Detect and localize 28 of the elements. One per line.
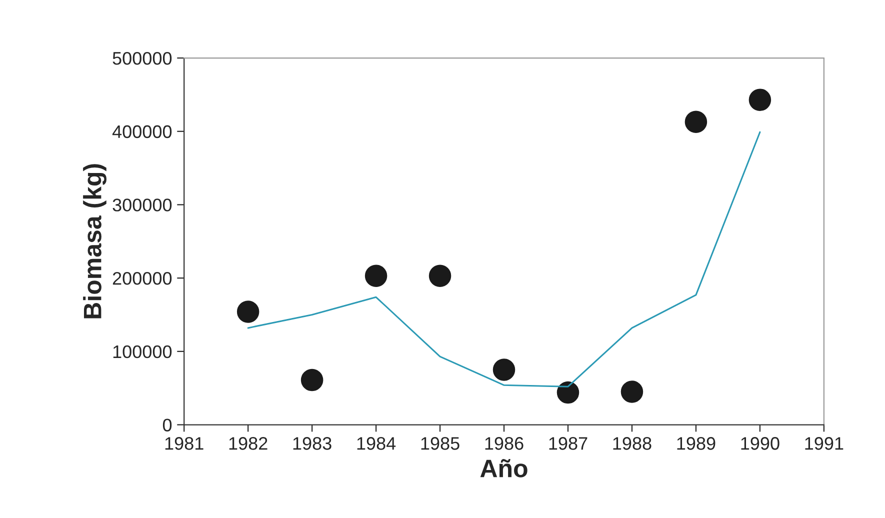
y-tick-label: 0	[162, 418, 172, 432]
y-tick-label: 300000	[112, 198, 172, 212]
point	[428, 264, 452, 287]
x-tick-label: 1984	[357, 437, 396, 450]
x-tick-label: 1989	[677, 437, 716, 450]
point	[236, 300, 260, 323]
y-axis-title: Biomasa (kg)	[83, 164, 106, 318]
point	[620, 380, 644, 403]
point	[300, 368, 324, 392]
point	[492, 358, 516, 381]
x-axis-title: Año	[480, 459, 528, 478]
x-tick-label: 1987	[549, 437, 588, 450]
point	[684, 110, 708, 133]
x-tick-label: 1981	[165, 437, 204, 450]
y-tick-label: 100000	[113, 345, 172, 358]
y-tick-label: 200000	[112, 272, 172, 285]
x-tick-label: 1982	[229, 437, 268, 450]
x-tick-label: 1988	[613, 437, 652, 450]
y-tick-label: 500000	[112, 52, 172, 65]
y-tick-label: 400000	[112, 125, 172, 138]
x-tick-label: 1983	[293, 437, 332, 450]
point	[556, 381, 580, 404]
x-tick-label: 1991	[805, 437, 844, 450]
x-tick-label: 1985	[421, 437, 460, 450]
point	[748, 88, 772, 111]
x-tick-label: 1986	[485, 437, 524, 450]
x-tick-label: 1990	[741, 437, 780, 450]
point	[364, 264, 388, 287]
